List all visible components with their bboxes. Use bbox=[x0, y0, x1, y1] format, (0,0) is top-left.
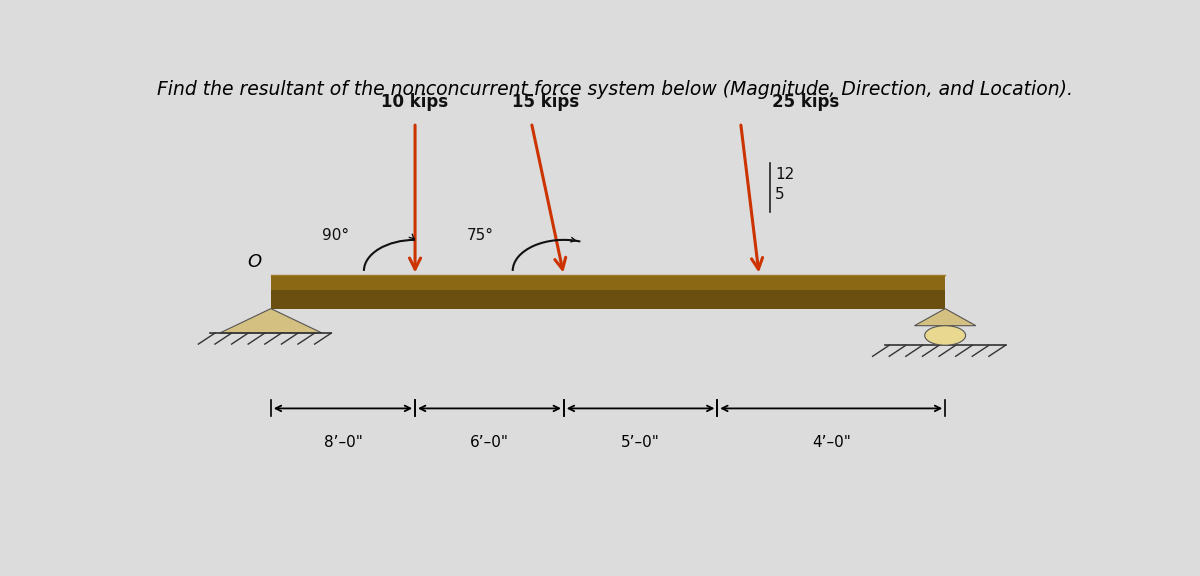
Polygon shape bbox=[914, 309, 976, 325]
Text: 8’–0": 8’–0" bbox=[324, 435, 362, 450]
Text: Find the resultant of the nonconcurrent force system below (Magnitude, Direction: Find the resultant of the nonconcurrent … bbox=[157, 80, 1073, 99]
Text: O: O bbox=[247, 253, 262, 271]
Polygon shape bbox=[220, 309, 322, 333]
Text: 6’–0": 6’–0" bbox=[470, 435, 509, 450]
Text: 75°: 75° bbox=[467, 228, 493, 243]
Bar bbox=[271, 275, 946, 290]
Text: 5: 5 bbox=[775, 187, 785, 202]
Text: 90°: 90° bbox=[323, 228, 349, 243]
Text: 4’–0": 4’–0" bbox=[811, 435, 851, 450]
Text: 10 kips: 10 kips bbox=[382, 93, 449, 111]
Text: 5’–0": 5’–0" bbox=[622, 435, 660, 450]
Text: 12: 12 bbox=[775, 167, 794, 182]
Text: 25 kips: 25 kips bbox=[772, 93, 839, 111]
Circle shape bbox=[925, 325, 966, 345]
Text: 15 kips: 15 kips bbox=[511, 93, 578, 111]
Bar bbox=[271, 290, 946, 309]
